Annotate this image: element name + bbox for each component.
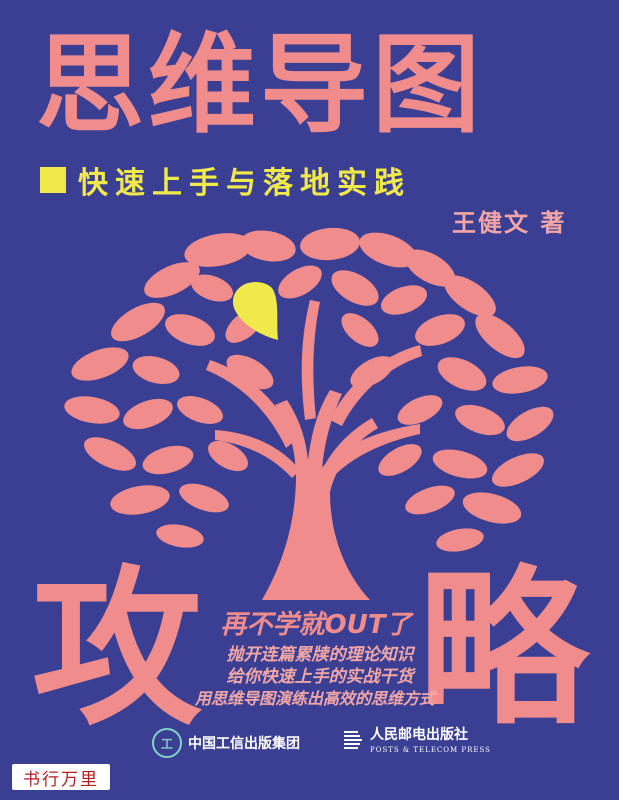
publisher-group-name: 中国工信出版集团 bbox=[188, 736, 300, 752]
yellow-square-icon bbox=[40, 167, 66, 193]
publisher-press-cn: 人民邮电出版社 bbox=[370, 727, 468, 743]
tagline-1: 抛开连篇累牍的理论知识 bbox=[226, 645, 414, 665]
publisher-press-logo-icon bbox=[344, 731, 362, 749]
tagline-3: 用思维导图演练出高效的思维方式 bbox=[194, 689, 435, 708]
subtitle-row: 快速上手与落地实践 bbox=[40, 160, 411, 201]
slogan: 再不学就OUT了 bbox=[220, 610, 412, 640]
publisher-group-logo-icon: 工 bbox=[152, 728, 182, 758]
big-char-left: 攻 bbox=[32, 551, 203, 749]
author: 王健文 著 bbox=[452, 209, 567, 237]
publisher-press: 人民邮电出版社 POSTS & TELECOM PRESS bbox=[342, 724, 491, 754]
tagline-2: 给你快速上手的实战干货 bbox=[226, 667, 414, 687]
book-subtitle: 快速上手与落地实践 bbox=[78, 166, 411, 201]
big-char-right: 略 bbox=[418, 551, 589, 749]
publisher-press-en: POSTS & TELECOM PRESS bbox=[370, 746, 491, 754]
publisher-group: 工 中国工信出版集团 bbox=[152, 728, 300, 758]
publisher-press-names: 人民邮电出版社 POSTS & TELECOM PRESS bbox=[370, 724, 491, 754]
watermark: 书行万里 bbox=[12, 764, 110, 790]
book-title: 思维导图 bbox=[36, 23, 485, 148]
